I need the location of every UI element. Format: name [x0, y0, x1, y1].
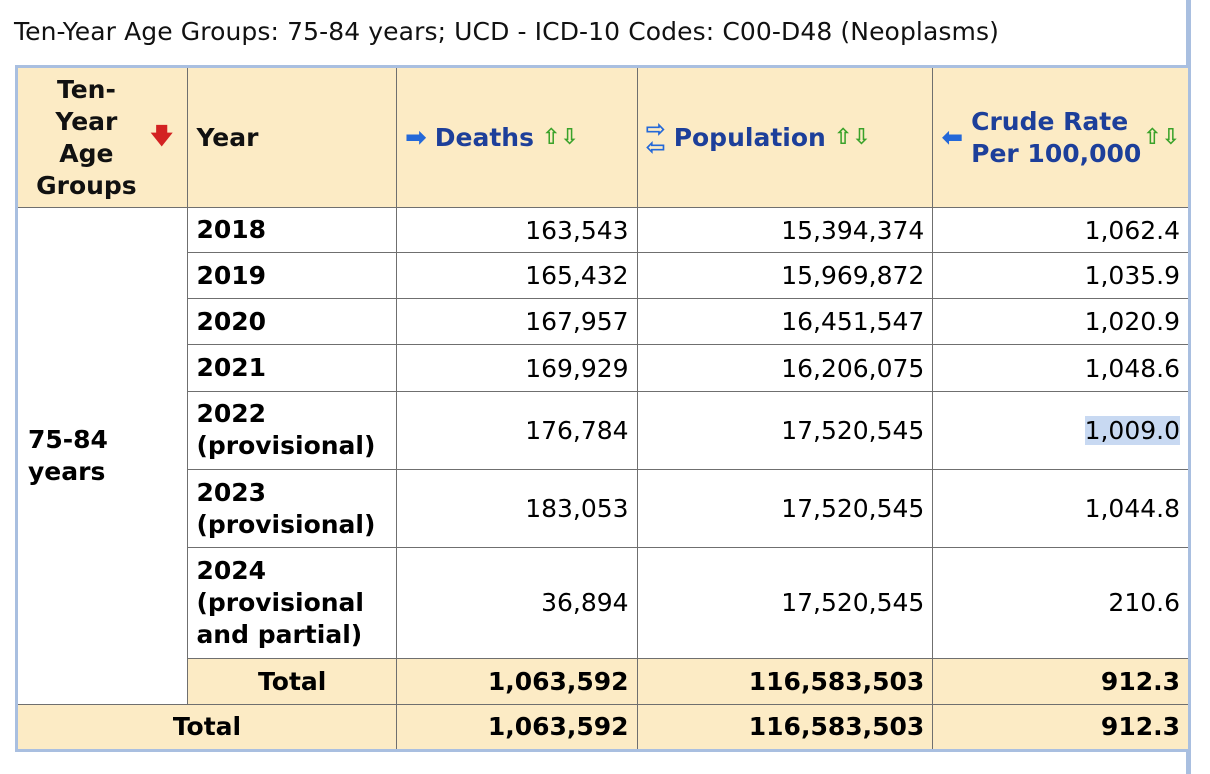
header-year: Year — [187, 66, 397, 208]
subtotal-crude-rate: 912.3 — [932, 657, 1190, 705]
sort-arrows-deaths[interactable]: ⇧ ⇩ — [541, 124, 579, 150]
deaths-cell: 176,784 — [395, 390, 638, 470]
table-row: 2021 169,929 16,206,075 1,048.6 — [17, 344, 1190, 392]
subtotal-deaths: 1,063,592 — [395, 657, 638, 705]
grand-total-row: Total 1,063,592 116,583,503 912.3 — [16, 703, 1190, 752]
sort-descending-icon[interactable]: ⇩ — [560, 124, 579, 150]
sort-ascending-icon[interactable]: ⇧ — [1143, 124, 1162, 150]
grand-total-deaths: 1,063,592 — [395, 703, 638, 752]
deaths-cell: 36,894 — [395, 547, 638, 659]
table-row: 2022 (provisional) 176,784 17,520,545 1,… — [17, 390, 1190, 470]
results-table: Ten-Year Age Groups 🡇 Year ➡ Deaths ⇧ ⇩ — [15, 65, 1191, 752]
header-crude-rate-label[interactable]: Crude Rate Per 100,000 — [971, 106, 1142, 168]
deaths-cell: 163,543 — [395, 206, 638, 254]
year-cell: 2019 — [187, 252, 397, 300]
header-population-label[interactable]: Population — [673, 123, 826, 152]
year-cell: 2018 — [187, 206, 397, 254]
table-row: 2023 (provisional) 183,053 17,520,545 1,… — [17, 468, 1190, 549]
population-cell: 16,451,547 — [636, 298, 934, 346]
header-population: ⇨ ⇦ Population ⇧ ⇩ — [636, 66, 934, 208]
age-group-cell: 75-84 years — [15, 207, 189, 705]
population-cell: 17,520,545 — [636, 547, 934, 659]
swap-columns-icon[interactable]: ⇨ ⇦ — [645, 114, 666, 161]
population-cell: 17,520,545 — [636, 468, 934, 549]
grand-total-population: 116,583,503 — [636, 703, 934, 752]
sort-descending-red-icon[interactable]: 🡇 — [150, 123, 174, 149]
header-row: Ten-Year Age Groups 🡇 Year ➡ Deaths ⇧ ⇩ — [15, 66, 1190, 208]
year-cell: 2022 (provisional) — [187, 390, 397, 470]
subtotal-row: Total 1,063,592 116,583,503 912.3 — [17, 657, 1190, 705]
sort-arrows-population[interactable]: ⇧ ⇩ — [833, 124, 871, 150]
crude-rate-cell: 1,044.8 — [932, 468, 1190, 549]
table-row: 75-84 years 2018 163,543 15,394,374 1,06… — [15, 206, 1190, 705]
population-cell: 15,394,374 — [636, 206, 934, 254]
deaths-cell: 183,053 — [395, 468, 638, 549]
crude-rate-cell: 1,020.9 — [932, 298, 1190, 346]
sort-ascending-icon[interactable]: ⇧ — [541, 124, 561, 150]
header-deaths-label[interactable]: Deaths — [434, 123, 534, 152]
header-age-groups-label: Ten-Year Age Groups — [36, 74, 137, 200]
population-cell: 17,520,545 — [636, 390, 934, 470]
deaths-cell: 167,957 — [395, 298, 638, 346]
crude-rate-cell: 1,035.9 — [932, 252, 1190, 300]
header-age-groups[interactable]: Ten-Year Age Groups 🡇 — [15, 66, 189, 208]
year-cell: 2020 — [187, 298, 397, 346]
deaths-cell: 165,432 — [395, 252, 638, 300]
grand-total-label: Total — [16, 703, 397, 752]
table-row: 2024 (provisional and partial) 36,894 17… — [17, 547, 1190, 659]
year-cell: 2024 (provisional and partial) — [187, 547, 397, 659]
sort-arrows-crude-rate[interactable]: ⇧ ⇩ — [1143, 124, 1180, 150]
year-cell: 2021 — [187, 344, 397, 392]
sort-ascending-icon[interactable]: ⇧ — [833, 124, 853, 150]
subtotal-label: Total — [187, 657, 397, 705]
table-row: 2020 167,957 16,451,547 1,020.9 — [17, 298, 1190, 346]
selected-text[interactable]: 1,009.0 — [1084, 415, 1180, 445]
header-year-label: Year — [196, 123, 259, 152]
deaths-cell: 169,929 — [395, 344, 638, 392]
sort-descending-icon[interactable]: ⇩ — [1161, 124, 1180, 150]
table-caption: Ten-Year Age Groups: 75-84 years; UCD - … — [14, 17, 999, 46]
header-deaths: ➡ Deaths ⇧ ⇩ — [395, 66, 638, 208]
move-column-right-icon[interactable]: ➡ — [404, 122, 427, 153]
population-cell: 16,206,075 — [636, 344, 934, 392]
header-crude-rate: ⬅ Crude Rate Per 100,000 ⇧ ⇩ — [932, 66, 1190, 208]
table-row: 2019 165,432 15,969,872 1,035.9 — [17, 252, 1190, 300]
move-column-left-icon[interactable]: ⬅ — [941, 122, 964, 153]
population-cell: 15,969,872 — [636, 252, 934, 300]
year-cell: 2023 (provisional) — [187, 468, 397, 549]
crude-rate-cell: 1,009.0 — [932, 390, 1190, 470]
grand-total-crude-rate: 912.3 — [932, 703, 1190, 752]
crude-rate-cell: 1,048.6 — [932, 344, 1190, 392]
crude-rate-cell: 210.6 — [932, 547, 1190, 659]
sort-descending-icon[interactable]: ⇩ — [852, 124, 871, 150]
crude-rate-cell: 1,062.4 — [932, 206, 1190, 254]
subtotal-population: 116,583,503 — [636, 657, 934, 705]
